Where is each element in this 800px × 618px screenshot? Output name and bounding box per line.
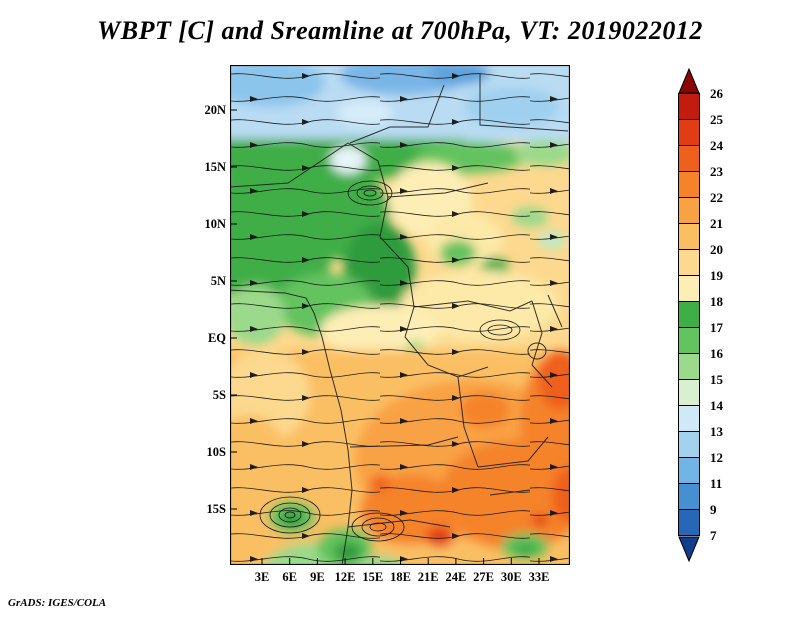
streamlines-layer [230, 65, 570, 565]
x-tick-label: 6E [282, 570, 297, 584]
colorbar-label: 16 [710, 346, 723, 361]
colorbar-segment [678, 197, 700, 224]
colorbar-label: 17 [710, 320, 723, 335]
colorbar-segment [678, 223, 700, 250]
colorbar-label: 25 [710, 112, 723, 127]
colorbar-segment [678, 275, 700, 302]
y-tick-label: 5S [212, 388, 226, 402]
colorbar-segment [678, 457, 700, 484]
colorbar-bar [678, 68, 700, 562]
x-tick-label: 3E [254, 570, 270, 584]
colorbar-segment [678, 93, 700, 120]
colorbar-segment [678, 405, 700, 432]
plot-frame [230, 65, 570, 565]
y-tick-label: 15S [206, 502, 226, 516]
colorbar-label: 21 [710, 216, 723, 231]
x-tick-label: 9E [310, 570, 325, 584]
colorbar-label: 13 [710, 424, 723, 439]
colorbar-label: 26 [710, 86, 723, 101]
y-tick-label: 10N [204, 217, 226, 231]
colorbar-label: 20 [710, 242, 723, 257]
colorbar-label: 9 [710, 502, 717, 517]
colorbar-segment [678, 379, 700, 406]
colorbar: 26 25 24 23 22 21 20 19 18 17 16 15 14 1… [678, 68, 758, 568]
colorbar-label: 24 [710, 138, 723, 153]
axis-ticks [230, 109, 540, 565]
y-tick-label: EQ [207, 331, 226, 345]
x-tick-label: 21E [417, 570, 439, 584]
x-tick-label: 12E [334, 570, 356, 584]
colorbar-arrow-bottom-icon [678, 536, 700, 562]
colorbar-label: 15 [710, 372, 723, 387]
x-tick-label: 24E [445, 570, 467, 584]
colorbar-segment [678, 509, 700, 536]
colorbar-label: 22 [710, 190, 723, 205]
y-tick-label: 20N [204, 103, 226, 117]
colorbar-segment [678, 301, 700, 328]
colorbar-segment [678, 145, 700, 172]
map-canvas [230, 65, 570, 565]
page-title: WBPT [C] and Sreamline at 700hPa, VT: 20… [97, 16, 703, 45]
map-plot [230, 65, 570, 565]
colorbar-label: 18 [710, 294, 723, 309]
x-tick-label: 30E [500, 570, 522, 584]
x-tick-label: 15E [362, 570, 384, 584]
colorbar-segment [678, 431, 700, 458]
x-tick-label: 18E [390, 570, 411, 584]
colorbar-label: 12 [710, 450, 723, 465]
y-tick-label: 15N [204, 160, 226, 174]
colorbar-segment [678, 249, 700, 276]
colorbar-segment [678, 353, 700, 380]
credit-text: GrADS: IGES/COLA [8, 597, 107, 609]
colorbar-label: 19 [710, 268, 723, 283]
colorbar-segment [678, 483, 700, 510]
colorbar-label: 11 [710, 476, 723, 491]
colorbar-label: 23 [710, 164, 723, 179]
colorbar-label: 14 [710, 398, 723, 413]
colorbar-segment [678, 171, 700, 198]
map-borders-layer [230, 73, 569, 565]
x-tick-label: 27E [473, 570, 495, 584]
colorbar-label: 7 [710, 528, 717, 543]
colorbar-segment [678, 327, 700, 354]
y-tick-label: 10S [206, 445, 226, 459]
y-tick-label: 5N [210, 274, 226, 288]
colorbar-arrow-top-icon [678, 68, 700, 94]
x-tick-label: 33E [528, 570, 550, 584]
colorbar-segment [678, 119, 700, 146]
